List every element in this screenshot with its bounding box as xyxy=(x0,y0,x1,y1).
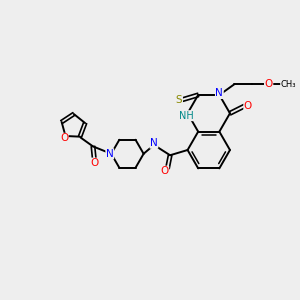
Text: O: O xyxy=(244,101,252,111)
Text: N: N xyxy=(150,138,158,148)
Text: O: O xyxy=(160,166,169,176)
Text: S: S xyxy=(176,94,182,105)
Text: O: O xyxy=(265,79,273,89)
Text: N: N xyxy=(215,88,223,98)
Text: O: O xyxy=(60,133,68,143)
Text: CH₃: CH₃ xyxy=(280,80,296,89)
Text: NH: NH xyxy=(179,111,194,121)
Text: N: N xyxy=(106,149,114,159)
Text: O: O xyxy=(90,158,98,168)
